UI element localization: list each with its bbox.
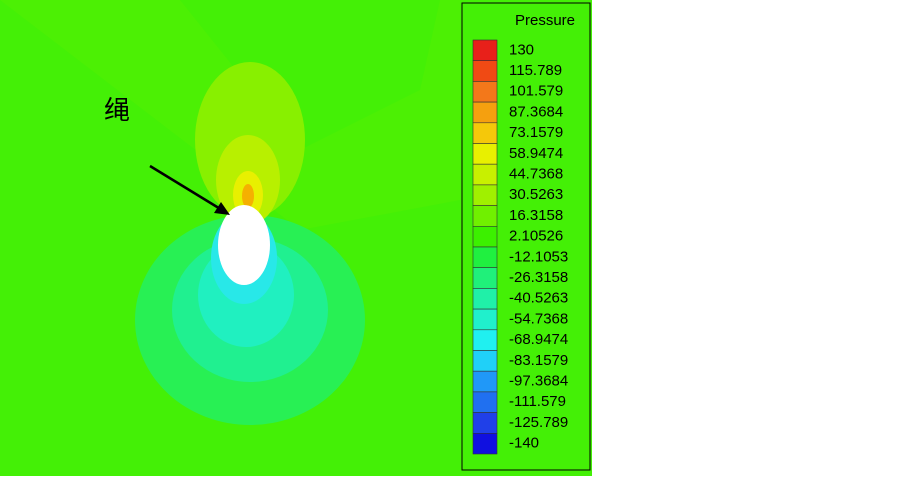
- legend-label: 58.9474: [509, 145, 563, 162]
- legend-swatch: [472, 308, 498, 331]
- legend-swatch: [472, 226, 498, 248]
- legend-swatch: [472, 205, 498, 227]
- legend-swatch: [472, 184, 498, 206]
- legend-label: 16.3158: [509, 207, 563, 224]
- legend-label: -54.7368: [509, 310, 568, 327]
- arrow: [149, 164, 223, 212]
- legend-label: 73.1579: [509, 124, 563, 141]
- rope-section: [218, 205, 270, 285]
- legend-swatch: [472, 163, 498, 186]
- legend-swatch: [472, 288, 498, 310]
- legend-label: -26.3158: [509, 269, 568, 286]
- legend-swatch: [472, 60, 498, 82]
- legend-label: -40.5263: [509, 290, 568, 307]
- legend-label: 130: [509, 41, 534, 58]
- legend-swatch: [472, 412, 498, 434]
- legend-label: -140: [509, 435, 539, 452]
- arrow-head: [214, 202, 230, 215]
- legend-label: 101.579: [509, 83, 563, 100]
- legend-label: 87.3684: [509, 103, 563, 120]
- legend-label: 44.7368: [509, 166, 563, 183]
- legend-swatch: [472, 350, 498, 372]
- legend-swatch: [472, 101, 498, 124]
- contour-region: [242, 184, 254, 208]
- legend-label: -111.579: [509, 393, 566, 410]
- legend-label: -83.1579: [509, 352, 568, 369]
- legend-label: -68.9474: [509, 331, 568, 348]
- legend-swatch: [472, 122, 498, 144]
- legend-swatch: [472, 391, 498, 413]
- legend-swatch: [472, 246, 498, 269]
- legend-swatch: [472, 267, 498, 289]
- legend-swatch: [472, 370, 498, 393]
- annotation: 绳: [104, 95, 130, 125]
- legend-swatch: [472, 143, 498, 165]
- legend-swatch: [472, 432, 498, 455]
- legend-label: -97.3684: [509, 373, 568, 390]
- legend-swatch: [472, 81, 498, 103]
- legend-title: Pressure: [515, 12, 575, 29]
- legend-swatch: [472, 39, 498, 62]
- legend-swatch: [472, 329, 498, 351]
- legend-label: 30.5263: [509, 186, 563, 203]
- legend-label: 115.789: [509, 62, 562, 79]
- legend-label: -12.1053: [509, 248, 568, 265]
- legend-rows: 130 115.789 101.579 87.3684 73.1579 58.9474 44…: [472, 39, 568, 455]
- legend-label: 2.10526: [509, 228, 563, 245]
- legend-label: -125.789: [509, 414, 568, 431]
